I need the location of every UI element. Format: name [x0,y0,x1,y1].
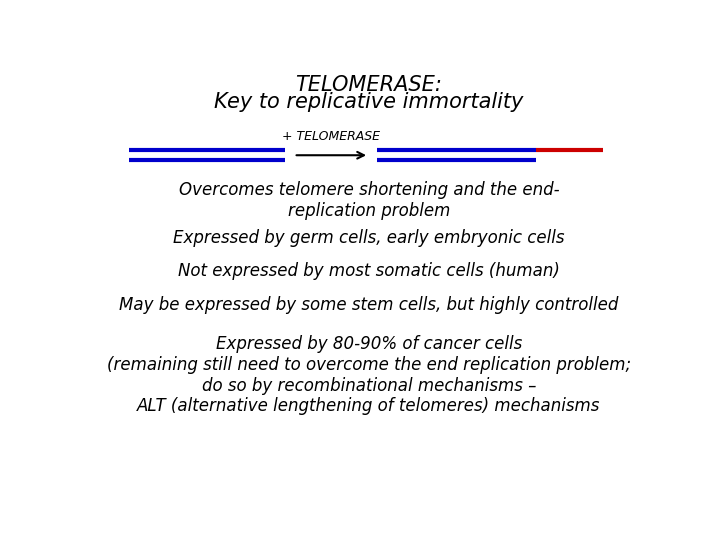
Text: Overcomes telomere shortening and the end-
replication problem: Overcomes telomere shortening and the en… [179,181,559,220]
Text: Expressed by 80-90% of cancer cells
(remaining still need to overcome the end re: Expressed by 80-90% of cancer cells (rem… [107,335,631,415]
Text: Key to replicative immortality: Key to replicative immortality [215,92,523,112]
Text: + TELOMERASE: + TELOMERASE [282,130,380,143]
Text: Expressed by germ cells, early embryonic cells: Expressed by germ cells, early embryonic… [174,229,564,247]
Text: Not expressed by most somatic cells (human): Not expressed by most somatic cells (hum… [178,262,560,280]
Text: May be expressed by some stem cells, but highly controlled: May be expressed by some stem cells, but… [120,295,618,314]
Text: TELOMERASE:: TELOMERASE: [296,75,442,95]
